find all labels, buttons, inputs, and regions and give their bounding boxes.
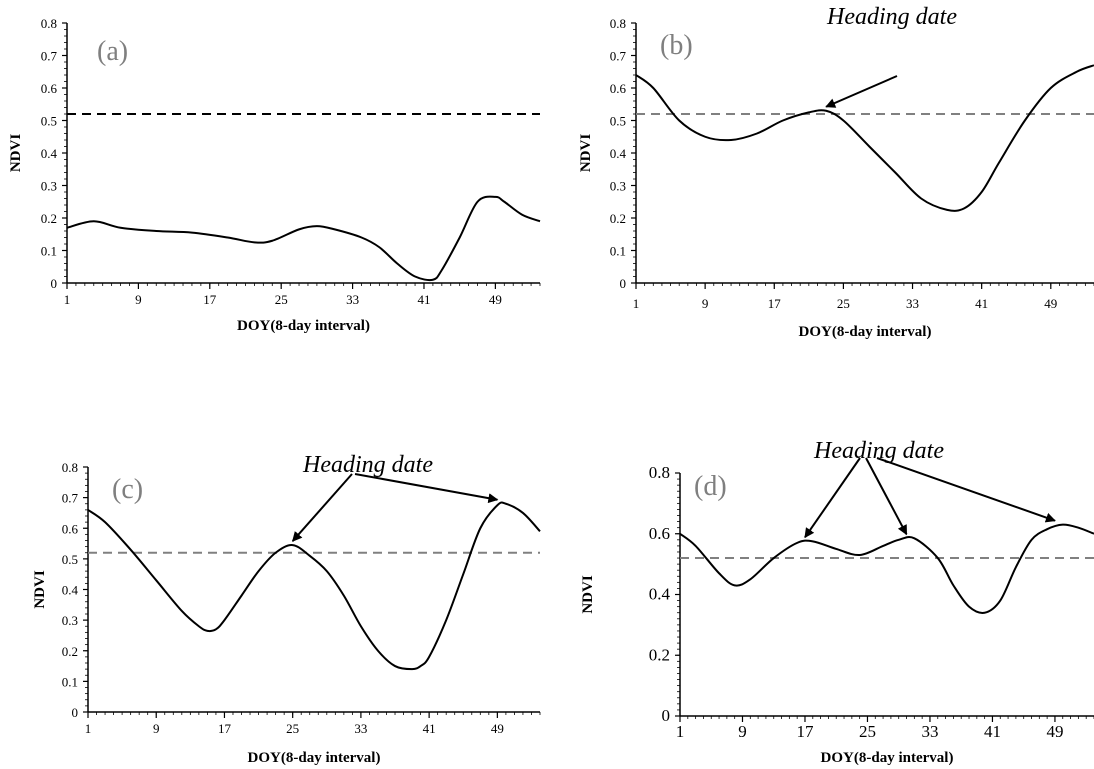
panel-label: (a) [97,36,128,67]
y-tick-label: 0.7 [610,49,627,64]
x-tick-label: 25 [837,296,850,311]
x-tick-label: 41 [975,296,988,311]
y-tick-label: 0.2 [610,211,626,226]
x-tick-label: 9 [738,722,747,741]
y-tick-label: 0.5 [610,114,626,129]
heading-date-annotation: Heading date [813,438,944,464]
x-axis-title: DOY(8-day interval) [237,318,370,334]
x-tick-label: 41 [423,721,436,736]
x-tick-label: 17 [218,721,232,736]
heading-date-arrow [865,457,908,536]
x-tick-label: 33 [906,296,919,311]
heading-date-arrow [876,457,1056,523]
y-tick-label: 0.1 [610,244,626,259]
y-tick-label: 0.8 [649,463,670,482]
y-tick-label: 0.2 [649,645,670,664]
x-tick-label: 49 [1046,722,1063,741]
y-tick-label: 0.4 [610,146,627,161]
y-tick-label: 0.6 [649,524,670,543]
x-tick-label: 25 [286,721,299,736]
y-tick-label: 0.3 [610,179,626,194]
x-tick-label: 9 [153,721,160,736]
x-tick-label: 17 [796,722,814,741]
chart-panel-b: 0 0.1 0.2 0.3 0.4 0.5 0.6 0.7 0.8 1 9 17 25 33 41 49 DOY… [578,4,1094,340]
y-tick-label: 0.4 [41,146,58,161]
ndvi-series-line [87,501,541,671]
y-tick-label: 0.4 [62,583,79,598]
y-axis-title: NDVI [578,134,594,172]
y-tick-label: 0.4 [649,585,671,604]
y-tick-label: 0.5 [62,552,78,567]
x-tick-label: 33 [921,722,938,741]
ndvi-series-line [679,523,1094,614]
x-tick-label: 9 [135,292,142,307]
x-axis-title: DOY(8-day interval) [799,324,932,340]
x-tick-label: 1 [676,722,685,741]
heading-date-arrow [825,75,898,108]
y-tick-label: 0.3 [41,179,57,194]
x-tick-label: 25 [859,722,876,741]
y-axis-title: NDVI [32,570,48,608]
x-tick-label: 33 [354,721,367,736]
y-tick-label: 0.8 [610,16,626,31]
heading-date-arrow [354,473,499,504]
x-tick-label: 1 [85,721,92,736]
y-axis-title: NDVI [580,575,596,613]
y-tick-label: 0.1 [41,244,57,259]
ndvi-series-line [635,64,1094,212]
x-tick-label: 49 [1044,296,1057,311]
heading-date-arrow [804,457,861,539]
y-tick-label: 0 [662,706,671,725]
x-tick-label: 17 [768,296,782,311]
x-axis-title: DOY(8-day interval) [248,750,381,766]
ndvi-series-line [66,195,541,282]
y-tick-label: 0.8 [41,16,57,31]
x-axis-title: DOY(8-day interval) [821,750,954,766]
y-tick-label: 0.2 [62,644,78,659]
x-tick-label: 49 [491,721,504,736]
x-tick-label: 41 [417,292,430,307]
chart-panel-d: 0 0.2 0.4 0.6 0.8 1 9 17 25 33 41 49 DOY(8-day inter… [580,438,1094,766]
y-tick-label: 0.5 [41,114,57,129]
panel-label: (d) [694,471,727,502]
y-tick-label: 0.6 [62,521,79,536]
y-axis-title: NDVI [8,134,24,172]
chart-panel-a: 0 0.1 0.2 0.3 0.4 0.5 0.6 0.7 0.8 1 9 17 25 33 41 49 DOY… [8,16,541,334]
y-tick-label: 0.7 [62,491,79,506]
heading-date-arrow [291,473,353,542]
y-tick-label: 0 [72,705,79,720]
x-tick-label: 1 [633,296,640,311]
x-tick-label: 25 [275,292,288,307]
heading-date-annotation: Heading date [302,452,433,478]
y-tick-label: 0 [51,276,58,291]
x-tick-label: 9 [702,296,709,311]
chart-panel-c: 0 0.1 0.2 0.3 0.4 0.5 0.6 0.7 0.8 1 9 17 25 33 41 49 DOY… [32,452,541,766]
y-tick-label: 0.6 [41,81,58,96]
heading-date-annotation: Heading date [826,4,957,30]
x-tick-label: 33 [346,292,359,307]
x-tick-label: 17 [203,292,217,307]
y-tick-label: 0.7 [41,49,58,64]
y-tick-label: 0 [620,276,627,291]
panel-label: (b) [660,30,693,61]
y-tick-label: 0.8 [62,460,78,475]
y-tick-label: 0.6 [610,81,627,96]
y-tick-label: 0.1 [62,674,78,689]
panel-label: (c) [112,474,143,505]
x-tick-label: 1 [64,292,71,307]
x-tick-label: 49 [489,292,502,307]
x-tick-label: 41 [984,722,1001,741]
y-tick-label: 0.3 [62,613,78,628]
y-tick-label: 0.2 [41,211,57,226]
